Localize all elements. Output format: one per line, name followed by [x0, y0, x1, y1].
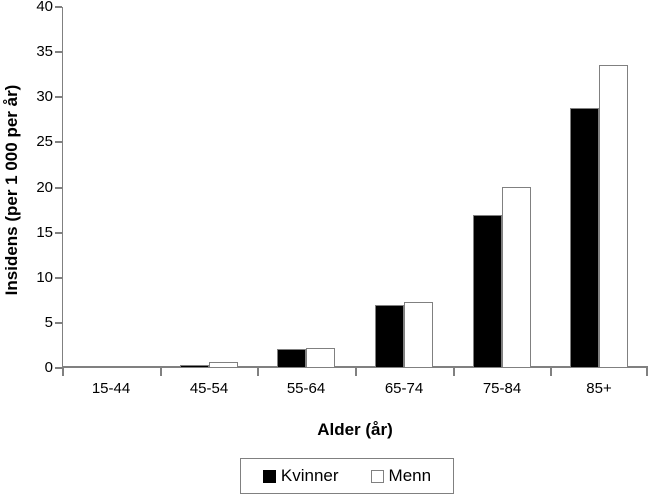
x-tick-mark: [355, 368, 357, 376]
y-axis-line: [62, 7, 63, 368]
y-tick-label: 40: [36, 0, 53, 15]
y-tick-mark: [55, 51, 62, 54]
y-tick-mark: [55, 321, 62, 324]
bar-menn-15-44: [111, 366, 140, 368]
y-tick-mark: [55, 141, 62, 144]
bar-menn-85+: [599, 65, 628, 368]
x-tick-label: 85+: [586, 380, 612, 397]
x-axis-line: [62, 366, 648, 368]
x-tick-mark: [257, 368, 259, 376]
bar-menn-45-54: [209, 362, 238, 368]
x-tick-mark: [160, 368, 162, 376]
y-tick-mark: [55, 367, 62, 369]
bar-menn-55-64: [306, 348, 335, 368]
y-tick-label: 25: [36, 133, 53, 151]
x-tick-label: 15-44: [91, 380, 131, 397]
y-tick-label: 35: [36, 43, 53, 61]
x-tick-mark: [453, 368, 455, 376]
bar-kvinner-45-54: [180, 365, 209, 368]
y-tick-label: 10: [36, 268, 53, 286]
x-tick-label: 65-74: [384, 380, 424, 397]
bar-menn-65-74: [404, 302, 433, 368]
x-tick-mark: [646, 368, 648, 376]
y-tick-mark: [55, 96, 62, 99]
y-tick-mark: [55, 231, 62, 234]
x-axis-title: Alder (år): [317, 420, 393, 439]
x-tick-mark: [62, 368, 64, 376]
legend-item-kvinner: Kvinner: [262, 466, 339, 486]
bar-kvinner-85+: [570, 108, 599, 368]
legend-label-menn: Menn: [388, 466, 432, 485]
legend-label-kvinner: Kvinner: [280, 466, 339, 485]
y-tick-label: 0: [44, 359, 53, 376]
y-tick-mark: [55, 6, 62, 8]
bar-kvinner-55-64: [277, 349, 306, 368]
legend: Kvinner Menn: [240, 458, 454, 494]
y-tick-label: 20: [36, 178, 53, 196]
bar-kvinner-65-74: [375, 305, 404, 368]
y-tick-label: 15: [36, 223, 53, 241]
legend-swatch-kvinner: [262, 469, 276, 483]
bar-kvinner-75-84: [473, 215, 502, 368]
bar-kvinner-15-44: [82, 366, 111, 368]
legend-swatch-menn: [370, 469, 384, 483]
x-tick-label: 75-84: [482, 380, 522, 397]
y-tick-mark: [55, 276, 62, 279]
plot-area: 0 5 10 15 20 25 30 35 40 15-44 45-54 55-64 65-74 75-8…: [36, 0, 648, 397]
y-tick-mark: [55, 186, 62, 189]
x-tick-label: 45-54: [189, 380, 229, 397]
y-tick-label: 5: [44, 313, 53, 331]
x-tick-mark: [550, 368, 552, 376]
legend-item-menn: Menn: [370, 466, 432, 486]
bar-menn-75-84: [502, 187, 531, 368]
y-tick-label: 30: [36, 88, 53, 106]
x-tick-label: 55-64: [286, 380, 326, 397]
